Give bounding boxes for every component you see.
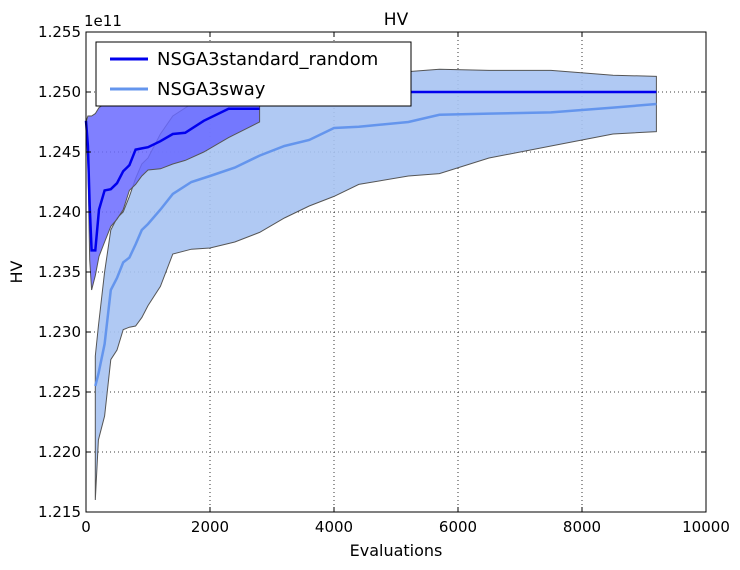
y-axis-title: HV [7,260,26,283]
legend-label-nsga3standard-random: NSGA3standard_random [157,49,378,70]
x-tick-label: 10000 [682,518,730,536]
x-tick-label: 2000 [191,518,229,536]
line-nsga3sway [94,102,657,387]
y-tick-label: 1.220 [38,443,81,461]
legend: NSGA3standard_random NSGA3sway [95,41,412,107]
y-tick-label: 1.250 [38,83,81,101]
y-tick-label: 1.215 [38,503,81,521]
y-tick-label: 1.245 [38,143,81,161]
legend-label-nsga3sway: NSGA3sway [157,79,266,100]
axis-ticks: 0 2000 4000 6000 8000 10000 1.215 1.220 1.225 1.2… [38,23,730,536]
x-axis-title: Evaluations [350,541,443,560]
y-tick-label: 1.225 [38,383,81,401]
y-tick-label: 1.235 [38,263,81,281]
x-tick-label: 0 [81,518,91,536]
y-tick-label: 1.230 [38,323,81,341]
x-tick-label: 4000 [315,518,353,536]
y-tick-label: 1.240 [38,203,81,221]
legend-box [95,41,412,107]
x-tick-label: 6000 [439,518,477,536]
y-tick-label: 1.255 [38,23,81,41]
chart-title: HV [384,10,409,30]
x-tick-label: 8000 [563,518,601,536]
y-scale-label: 1e11 [84,12,122,30]
line-nsga3standard-random [84,107,260,252]
